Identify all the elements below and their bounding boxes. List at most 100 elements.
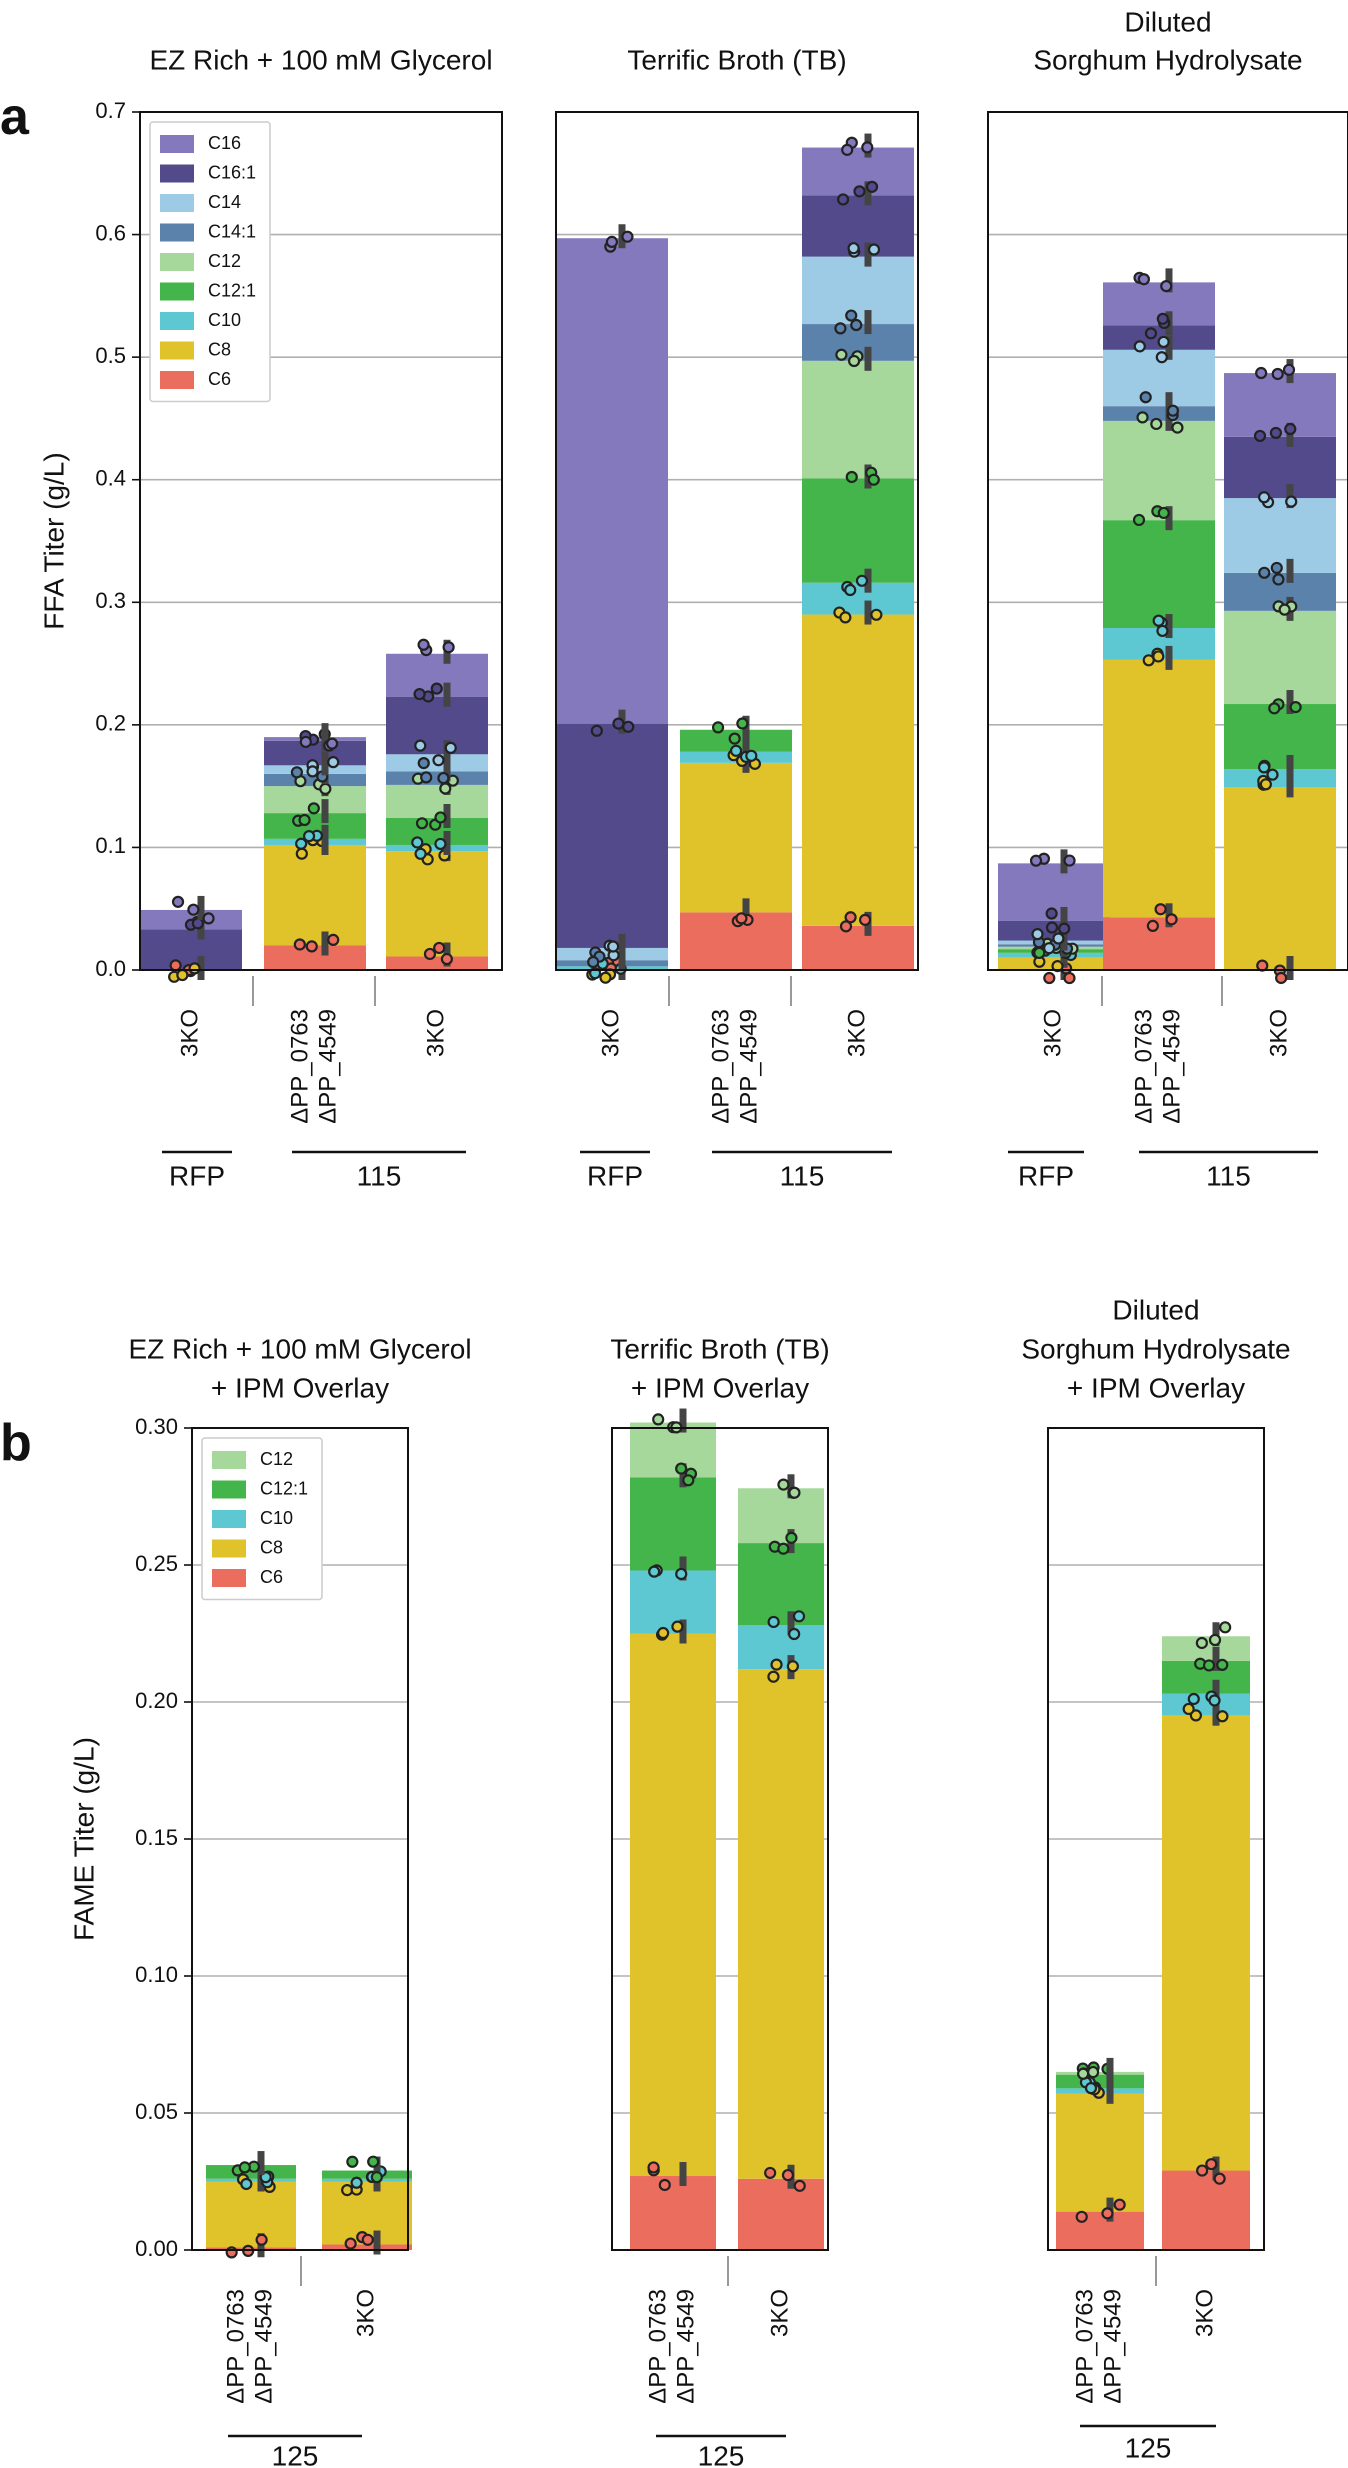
replicate-dot [420,771,433,784]
bar-segment-C6 [630,2176,716,2250]
category-label: 3KO [422,1009,449,1057]
replicate-dot [675,1462,688,1475]
replicate-dot [1156,624,1169,638]
plot-frame [1047,1427,1265,2251]
replicate-dot [437,771,450,785]
y-tick-label: 0.7 [95,98,126,123]
replicate-dot [845,470,858,484]
bar-segment-C12 [1224,610,1336,705]
replicate-dot [290,766,304,779]
panel-label-a: a [0,88,30,146]
legend-box [149,121,271,403]
bar-segment-C10 [802,582,914,615]
legend-swatch [212,1539,246,1558]
replicate-dot [1136,411,1149,424]
legend-swatch [160,371,194,389]
category-label: ΔPP_4549 [672,2289,699,2404]
replicate-dot [1208,1633,1222,1647]
legend-entry: C8 [260,1537,283,1557]
category-label: ΔPP_4549 [1099,2289,1126,2404]
replicate-dot [764,2166,777,2180]
replicate-dot [835,348,848,361]
group-label: RFP [587,1160,643,1191]
replicate-dot [1033,946,1046,960]
legend-entry: C12:1 [208,280,256,300]
legend-entry: C14 [208,192,241,212]
replicate-dot [865,180,879,193]
replicate-dot [1052,932,1065,945]
bar-segment-C8 [1224,787,1336,970]
replicate-dot [1208,1694,1221,1707]
chart-title-line: Sorghum Hydrolysate [1033,44,1302,75]
bar-segment-C8 [630,1633,716,2177]
replicate-dot [298,813,311,827]
y-tick-label: 0.2 [95,711,126,736]
replicate-dot [1058,922,1071,935]
replicate-dot [841,143,854,156]
replicate-dot [844,583,857,597]
replicate-dot [1075,2210,1088,2223]
group-label: RFP [1018,1160,1074,1191]
category-label: 3KO [176,1009,203,1057]
bar-segment-C12-1 [1103,520,1215,629]
bar-segment-C8 [264,844,366,946]
chart-panel-4: Terrific Broth (TB) + IPM Overlay ΔPP_0763… [610,1333,829,2468]
bar-segment-C12-1 [630,1477,716,1571]
replicate-dot [590,724,603,737]
replicate-dot [327,933,340,946]
replicate-dot [1031,928,1044,941]
legend-swatch [160,282,194,301]
replicate-dot [1157,335,1170,349]
category-label: ΔPP_4549 [735,1009,762,1124]
replicate-dot [621,230,634,243]
replicate-dot [1113,2198,1126,2211]
replicate-dot [788,1627,801,1641]
replicate-dot [350,2176,363,2189]
replicate-dot [1196,2164,1209,2177]
replicate-dot [1063,854,1076,867]
replicate-dot [434,811,447,824]
replicate-dot [1275,971,1288,985]
bar-segment-C8 [802,614,914,926]
bar-segment-C12 [1056,2071,1144,2075]
replicate-dot [647,2161,660,2174]
replicate-dot [1157,506,1170,520]
category-label: 3KO [1265,1009,1292,1057]
replicate-dot [612,717,625,730]
chart-title-line: Terrific Broth (TB) [610,1333,829,1364]
plot-frame [611,1427,829,2251]
legend: C16 C16:1 C14 C14:1 C12 C12:1 C10 C8 C6 [149,121,271,403]
replicate-dot [1152,650,1165,663]
replicate-dot [711,721,725,734]
replicate-dot [867,243,881,256]
replicate-dot [240,2177,253,2191]
replicate-dot [1144,327,1158,340]
replicate-dot [434,837,447,851]
replicate-dot [1165,913,1178,926]
bar-segment-C10 [998,952,1110,958]
legend-swatch [212,1480,246,1499]
replicate-dot [1142,654,1155,667]
replicate-dot [658,2178,671,2192]
legend-swatch [212,1451,246,1469]
replicate-dot [845,309,858,322]
replicate-dot [1219,1621,1232,1634]
replicate-dot [1132,513,1146,527]
group-label: 125 [272,2440,319,2468]
replicate-dot [652,1413,665,1426]
replicate-dot [361,2233,374,2246]
bar-segment-C6 [1103,917,1215,970]
bar-segment-C6 [1162,2170,1250,2250]
replicate-dot [442,641,455,654]
replicate-dot [417,638,430,651]
replicate-dot [587,955,600,969]
replicate-dot [413,687,426,701]
legend-entry: C6 [208,369,231,389]
panel-label-b: b [0,1414,32,1472]
bar-segment-C12-1 [1224,704,1336,769]
bar-segment-C16-1 [1103,325,1215,350]
replicate-dot [439,782,452,795]
replicate-dot [648,1565,661,1578]
replicate-dot [1216,1658,1229,1671]
bar-segment-C6 [738,2178,824,2250]
